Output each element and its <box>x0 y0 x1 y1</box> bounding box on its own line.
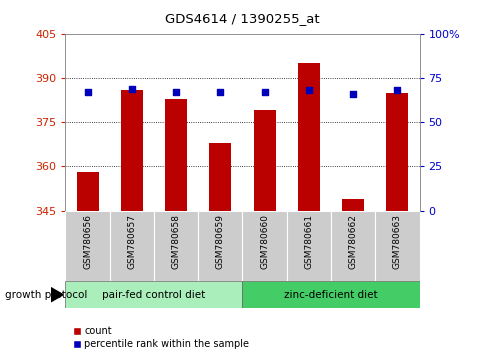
Text: GSM780661: GSM780661 <box>304 214 313 269</box>
Text: GSM780656: GSM780656 <box>83 214 92 269</box>
Text: GSM780662: GSM780662 <box>348 214 357 269</box>
Bar <box>153 211 198 281</box>
Text: GSM780663: GSM780663 <box>392 214 401 269</box>
Bar <box>76 172 98 211</box>
Bar <box>198 211 242 281</box>
Text: pair-fed control diet: pair-fed control diet <box>102 290 205 300</box>
Bar <box>330 211 375 281</box>
Text: GSM780659: GSM780659 <box>215 214 225 269</box>
Text: zinc-deficient diet: zinc-deficient diet <box>284 290 377 300</box>
Point <box>84 89 91 95</box>
Point <box>393 87 400 93</box>
Bar <box>386 93 408 211</box>
Text: GSM780657: GSM780657 <box>127 214 136 269</box>
Bar <box>286 211 330 281</box>
Text: GDS4614 / 1390255_at: GDS4614 / 1390255_at <box>165 12 319 25</box>
Text: growth protocol: growth protocol <box>5 290 87 300</box>
Text: GSM780660: GSM780660 <box>259 214 269 269</box>
Point <box>348 91 356 97</box>
Bar <box>65 281 242 308</box>
Legend: count, percentile rank within the sample: count, percentile rank within the sample <box>73 326 249 349</box>
Bar <box>341 199 363 211</box>
Point <box>304 87 312 93</box>
Bar <box>253 110 275 211</box>
Bar <box>209 143 231 211</box>
Bar <box>165 98 187 211</box>
Bar <box>109 211 153 281</box>
Text: GSM780658: GSM780658 <box>171 214 180 269</box>
Bar <box>297 63 319 211</box>
Bar <box>65 211 109 281</box>
Bar <box>242 281 419 308</box>
Bar <box>242 211 286 281</box>
Point <box>260 89 268 95</box>
Point <box>216 89 224 95</box>
Bar <box>121 90 143 211</box>
Polygon shape <box>51 287 63 302</box>
Point <box>128 86 136 91</box>
Bar <box>375 211 419 281</box>
Point <box>172 89 180 95</box>
